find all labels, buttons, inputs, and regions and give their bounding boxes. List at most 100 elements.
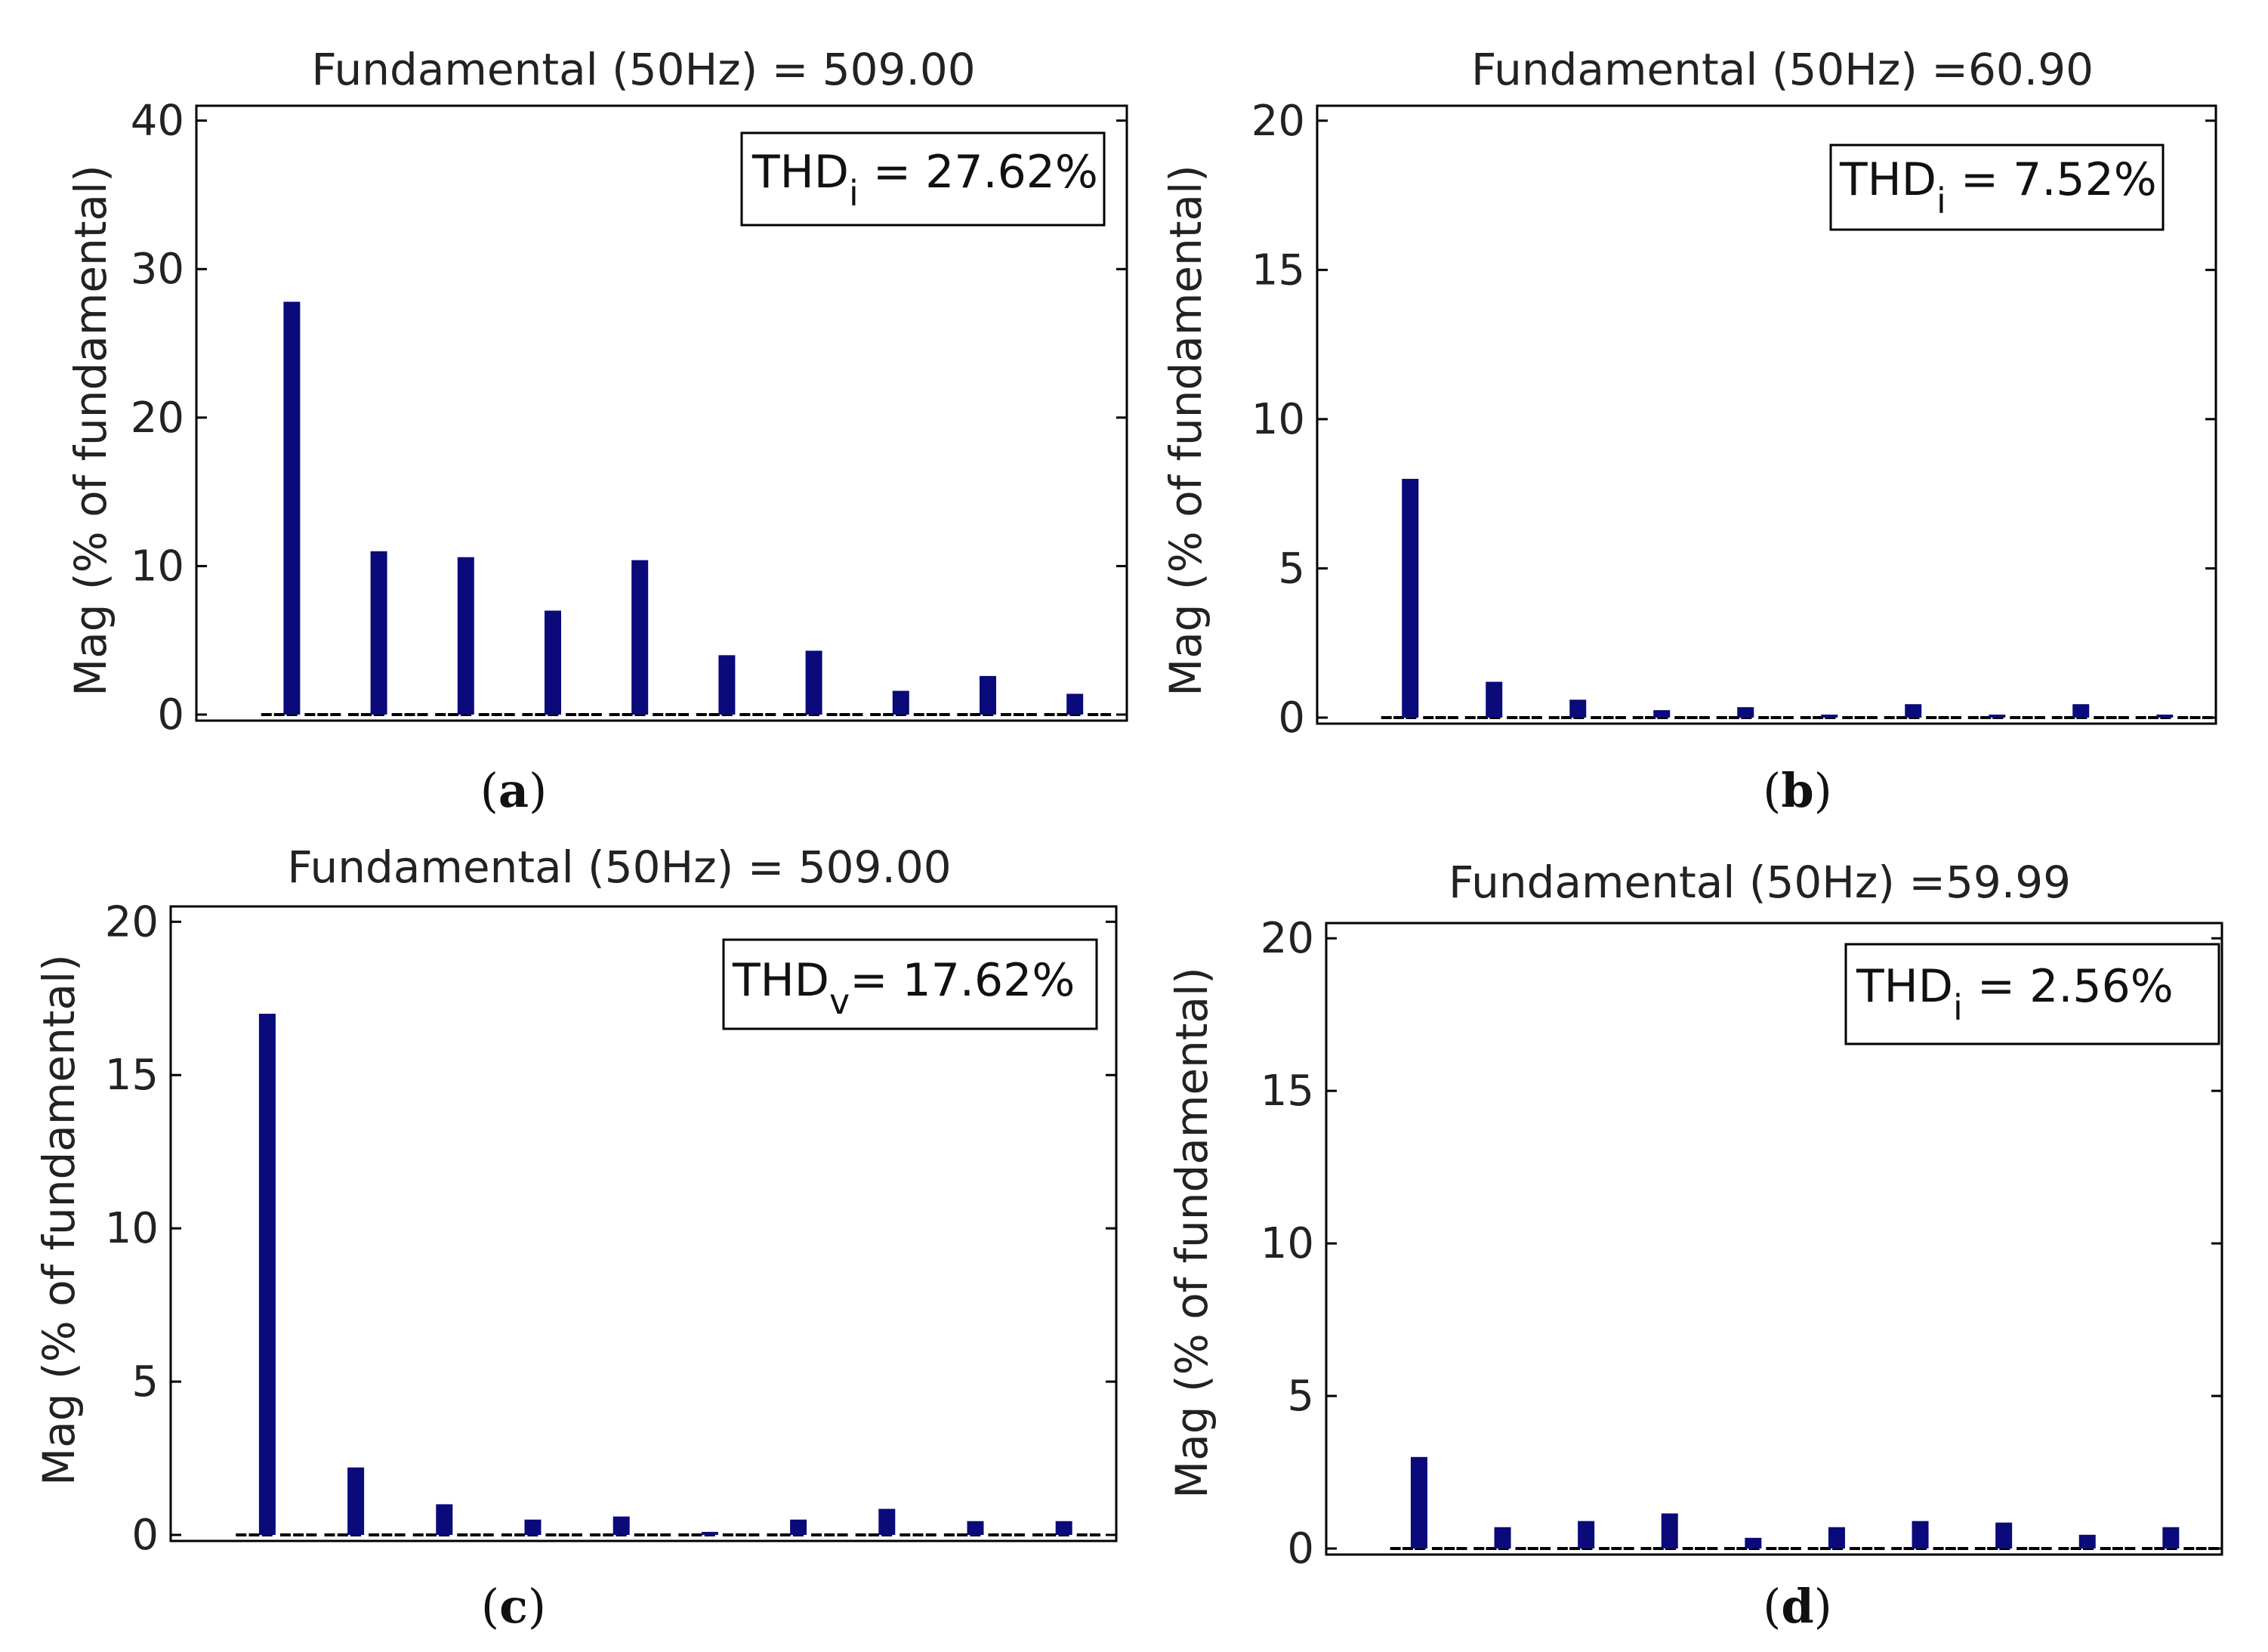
panel-c-bars: [236, 1014, 1100, 1536]
panel-c-bar-5: [436, 1504, 453, 1535]
panel-d: Fundamental (50Hz) =59.99 Mag (% of fund…: [1166, 857, 2223, 1634]
panel-c-thd-value: = 17.62%: [850, 954, 1075, 1007]
panel-c-ytick-label-0: 0: [131, 1511, 159, 1560]
panel-a-ytick-label-0: 0: [157, 690, 184, 740]
panel-d-caption: (d): [1763, 1579, 1832, 1634]
panel-a-bar-7: [545, 610, 561, 715]
panel-c-thd-box: THDv= 17.62%: [722, 938, 1098, 1030]
panel-c-bar-11: [701, 1531, 718, 1535]
panel-b-ytick-label-1: 5: [1278, 544, 1305, 593]
panel-b-bar-5: [1569, 699, 1587, 718]
panel-b-caption: (b): [1763, 763, 1832, 818]
panel-c-ytick-label-2: 10: [105, 1204, 159, 1253]
svg-text:THDi = 2.56%: THDi = 2.56%: [1856, 960, 2174, 1028]
panel-c-y-ticks: 0 5 10 15 20: [105, 897, 1116, 1560]
panel-d-bar-11: [1828, 1527, 1845, 1549]
panel-a-ytick-label-4: 40: [131, 97, 184, 146]
panel-b-bar-13: [1905, 704, 1922, 718]
panel-a-bar-13: [805, 650, 822, 715]
panel-c-bar-19: [1055, 1521, 1072, 1535]
panel-b-ytick-label-4: 20: [1251, 97, 1305, 146]
panel-d-bar-3: [1494, 1527, 1511, 1549]
panel-b-bar-7: [1653, 710, 1671, 718]
panel-d-thd-label: THD: [1856, 960, 1953, 1013]
panel-d-ytick-label-3: 15: [1261, 1067, 1314, 1116]
panel-d-thd-box: THDi = 2.56%: [1844, 943, 2220, 1045]
panel-a-ytick-label-3: 30: [131, 245, 184, 294]
panel-a-y-ticks: 0 10 20 30 40: [131, 97, 1127, 740]
panel-a-thd-subscript: i: [849, 173, 859, 214]
panel-b-bar-9: [1737, 707, 1754, 718]
panel-b-thd-label: THD: [1839, 153, 1936, 206]
panel-c-bar-3: [347, 1467, 365, 1535]
panel-c-ytick-label-1: 5: [131, 1357, 159, 1407]
svg-text:THDi = 27.62%: THDi = 27.62%: [751, 146, 1098, 214]
panel-b-bar-15: [1989, 715, 2006, 718]
panel-d-bar-13: [1912, 1521, 1929, 1549]
panel-b-bar-19: [2156, 715, 2174, 718]
panel-b-plot-area: [1316, 104, 2217, 725]
panel-a-bar-5: [457, 557, 474, 715]
panel-d-ytick-label-1: 5: [1287, 1372, 1314, 1421]
panel-b-bar-1: [1402, 478, 1419, 718]
panel-d-y-ticks: 0 5 10 15 20: [1261, 914, 2222, 1573]
panel-a-bar-3: [370, 551, 387, 715]
panel-c-thd-subscript: v: [829, 981, 850, 1022]
panel-a-thd-box: THDi = 27.62%: [740, 131, 1106, 227]
svg-text:THDv= 17.62%: THDv= 17.62%: [732, 954, 1075, 1022]
panel-d-ytick-label-0: 0: [1287, 1524, 1314, 1573]
panel-d-bars: [1390, 1456, 2219, 1550]
panel-d-thd-value: = 2.56%: [1963, 960, 2174, 1013]
panel-d-bar-5: [1578, 1521, 1595, 1549]
panel-b-title: Fundamental (50Hz) =60.90: [1471, 44, 2094, 95]
panel-a-y-axis-label: Mag (% of fundamental): [65, 165, 116, 696]
panel-c-bar-9: [613, 1516, 630, 1535]
panel-d-ytick-label-2: 10: [1261, 1219, 1314, 1268]
panel-d-bar-15: [1995, 1522, 2013, 1549]
panel-c-y-axis-label: Mag (% of fundamental): [33, 954, 85, 1486]
panel-c-ytick-label-4: 20: [105, 897, 159, 946]
panel-d-bar-17: [2078, 1534, 2096, 1549]
panel-a-bar-19: [1066, 693, 1084, 715]
panel-c-ytick-label-3: 15: [105, 1051, 159, 1100]
panel-c-caption: (c): [481, 1579, 546, 1634]
panel-b-ytick-label-3: 15: [1251, 245, 1305, 295]
panel-d-bar-7: [1661, 1513, 1678, 1549]
panel-a-thd-value: = 27.62%: [859, 146, 1098, 199]
panel-c-bar-13: [790, 1519, 807, 1535]
panel-a-bar-11: [718, 655, 736, 715]
panel-a-title: Fundamental (50Hz) = 509.00: [311, 44, 975, 95]
panel-a-bar-9: [631, 560, 649, 715]
panel-b-thd-value: = 7.52%: [1946, 153, 2157, 206]
panel-b-ytick-label-2: 10: [1251, 395, 1305, 444]
panel-c: Fundamental (50Hz) = 509.00 Mag (% of fu…: [33, 841, 1118, 1634]
panel-a-caption: (a): [480, 763, 548, 818]
panel-d-ytick-label-4: 20: [1261, 914, 1314, 963]
panel-d-bar-9: [1745, 1537, 1762, 1549]
panel-c-bar-1: [258, 1014, 276, 1535]
panel-b-bar-3: [1486, 681, 1503, 718]
panel-d-y-axis-label: Mag (% of fundamental): [1166, 967, 1217, 1499]
panel-a-bars: [261, 301, 1112, 716]
panel-d-title: Fundamental (50Hz) =59.99: [1449, 857, 2071, 908]
panel-b-y-axis-label: Mag (% of fundamental): [1160, 165, 1211, 696]
panel-c-bar-7: [524, 1519, 542, 1535]
panel-a-ytick-label-1: 10: [131, 542, 184, 591]
panel-d-bar-1: [1410, 1456, 1427, 1549]
svg-text:THDi = 7.52%: THDi = 7.52%: [1839, 153, 2157, 221]
panel-a-bar-1: [283, 301, 301, 715]
panel-c-bar-15: [878, 1508, 896, 1535]
panel-b-thd-subscript: i: [1936, 181, 1946, 221]
panel-b-bars: [1381, 478, 2213, 719]
panel-a-plot-area: [195, 104, 1128, 722]
panel-d-thd-subscript: i: [1953, 987, 1963, 1028]
panel-d-bar-19: [2162, 1527, 2180, 1549]
panel-a-bar-17: [980, 675, 996, 715]
panel-c-bar-17: [967, 1521, 984, 1535]
panel-a-bar-15: [892, 690, 909, 715]
panel-c-plot-area: [169, 905, 1118, 1542]
panel-c-thd-label: THD: [732, 954, 829, 1007]
panel-a-thd-label: THD: [751, 146, 849, 199]
panel-b-thd-box: THDi = 7.52%: [1829, 144, 2165, 231]
